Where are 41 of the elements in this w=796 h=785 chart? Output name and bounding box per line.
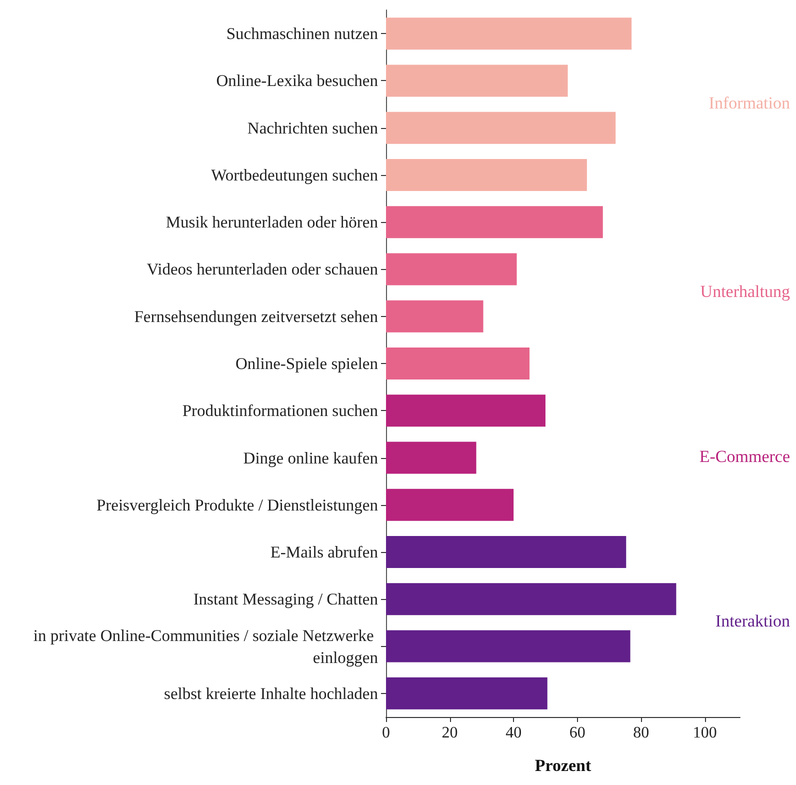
bar xyxy=(386,64,568,97)
y-tick-label: Videos herunterladen oder schauen xyxy=(146,260,378,279)
bar xyxy=(386,112,616,144)
bar xyxy=(386,300,484,332)
y-tick-label: Instant Messaging / Chatten xyxy=(193,590,378,609)
x-tick-label: 60 xyxy=(569,724,586,742)
y-tick-label: Produktinformationen suchen xyxy=(182,401,378,420)
y-tick-label: Preisvergleich Produkte / Dienstleistungen xyxy=(96,495,378,514)
x-tick-label: 0 xyxy=(382,724,390,742)
x-tick-label: 80 xyxy=(633,724,650,742)
bar xyxy=(386,348,530,380)
bar xyxy=(386,206,603,238)
y-tick-label: Online-Lexika besuchen xyxy=(216,71,378,90)
text: Interaktion xyxy=(715,612,790,631)
x-tick-label: 100 xyxy=(692,724,717,742)
bar xyxy=(386,158,587,191)
bar xyxy=(386,536,626,568)
x-tick-label: 20 xyxy=(442,724,458,742)
text: E-Commerce xyxy=(699,446,790,466)
y-tick-label: Online-Spiele spielen xyxy=(235,354,378,373)
bar xyxy=(386,253,517,286)
bar xyxy=(386,677,548,710)
bar xyxy=(386,394,546,427)
bar xyxy=(386,583,676,616)
text: Information xyxy=(708,93,790,112)
x-tick-label: 40 xyxy=(506,724,522,742)
bar xyxy=(386,630,630,662)
y-tick-label: in private Online-Communities / soziale Netzwerke einloggen xyxy=(33,626,378,667)
y-tick-label: Suchmaschinen nutzen xyxy=(226,24,378,44)
bar xyxy=(386,442,476,474)
y-tick-label: Musik herunterladen oder hören xyxy=(166,212,378,232)
y-tick-label: selbst kreierte Inhalte hochladen xyxy=(164,684,378,703)
y-tick-label: Wortbedeutungen suchen xyxy=(211,165,378,184)
x-axis-title: Prozent xyxy=(534,756,592,775)
y-tick-label: Fernsehsendungen zeitversetzt sehen xyxy=(134,306,378,326)
y-tick-label: Dinge online kaufen xyxy=(243,448,378,468)
bar xyxy=(386,488,514,521)
y-tick-label: Nachrichten suchen xyxy=(247,118,378,138)
text: Unterhaltung xyxy=(700,282,790,301)
y-tick-label: E-Mails abrufen xyxy=(270,542,378,562)
bar xyxy=(386,18,632,50)
